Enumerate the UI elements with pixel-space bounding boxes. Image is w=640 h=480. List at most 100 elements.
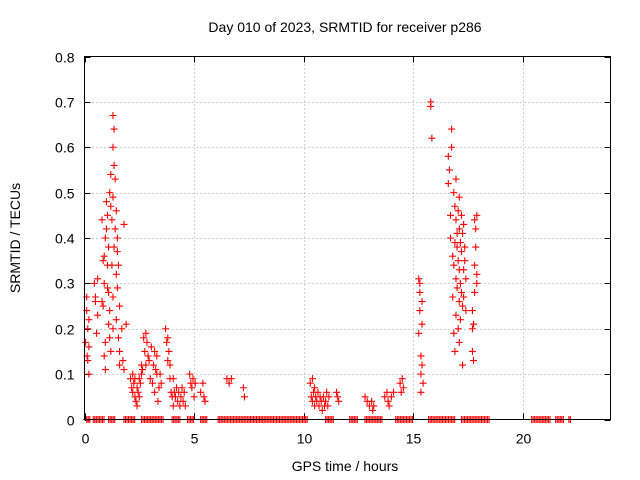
data-point: [146, 375, 154, 383]
data-point: [306, 379, 314, 387]
data-point: [135, 393, 143, 401]
data-point: [155, 384, 163, 392]
data-point: [324, 402, 332, 410]
data-point: [416, 288, 424, 296]
data-point: [418, 361, 426, 369]
data-point: [148, 379, 156, 387]
data-point: [166, 361, 174, 369]
data-point: [368, 397, 376, 405]
data-point: [318, 406, 326, 414]
data-point: [129, 370, 137, 378]
data-point: [85, 343, 93, 351]
data-point: [334, 393, 342, 401]
data-point: [450, 261, 458, 269]
data-point: [84, 357, 92, 365]
tick-labels: 0 0.1 0.2 0.3 0.4 0.5 0.6 0.7 0.8 0 5 10 15 20: [55, 50, 531, 447]
data-point: [456, 279, 464, 287]
data-point: [133, 402, 141, 410]
data-point: [113, 248, 121, 256]
data-point: [169, 402, 177, 410]
data-point: [418, 320, 426, 328]
data-point: [101, 234, 109, 242]
y-tick-label: 0.8: [55, 50, 75, 66]
data-point: [461, 257, 469, 265]
data-point: [100, 279, 108, 287]
data-point: [470, 357, 478, 365]
data-point: [447, 211, 455, 219]
data-point: [164, 334, 172, 342]
data-point: [109, 193, 117, 201]
data-point: [104, 284, 112, 292]
data-point: [399, 384, 407, 392]
data-point: [383, 388, 391, 396]
data-point: [325, 393, 333, 401]
data-point: [106, 189, 114, 197]
data-point: [385, 402, 393, 410]
data-point: [191, 379, 199, 387]
data-point: [311, 384, 319, 392]
data-point: [333, 388, 341, 396]
chart-title: Day 010 of 2023, SRMTID for receiver p28…: [208, 19, 481, 35]
data-point: [419, 379, 427, 387]
data-point: [139, 366, 147, 374]
data-point: [454, 325, 462, 333]
data-point: [444, 180, 452, 188]
data-point: [448, 125, 456, 133]
data-point: [84, 325, 92, 333]
data-point: [106, 307, 114, 315]
data-point: [180, 388, 188, 396]
data-point: [143, 338, 151, 346]
data-point: [91, 293, 99, 301]
data-point: [468, 325, 476, 333]
data-point: [369, 406, 377, 414]
data-point: [470, 320, 478, 328]
data-point: [444, 152, 452, 160]
data-point: [114, 261, 122, 269]
y-tick-label: 0.4: [55, 231, 75, 247]
data-point: [227, 375, 235, 383]
data-point: [145, 357, 153, 365]
x-tick-label: 20: [516, 431, 532, 447]
data-point: [135, 375, 143, 383]
data-point: [110, 243, 118, 251]
data-point: [154, 397, 162, 405]
data-point: [163, 338, 171, 346]
data-point: [113, 234, 121, 242]
data-point: [112, 270, 120, 278]
data-point: [471, 288, 479, 296]
data-point: [164, 357, 172, 365]
data-point: [120, 366, 128, 374]
data-point: [112, 207, 120, 215]
data-point: [453, 243, 461, 251]
data-point: [460, 266, 468, 274]
data-point: [314, 388, 322, 396]
data-point: [116, 361, 124, 369]
data-point: [114, 334, 122, 342]
data-point: [459, 229, 467, 237]
data-point: [448, 143, 456, 151]
data-point: [450, 329, 458, 337]
data-point: [101, 338, 109, 346]
y-axis-label: SRMTID / TECUs: [7, 183, 23, 293]
data-point: [108, 216, 116, 224]
data-point: [189, 375, 197, 383]
data-point: [473, 279, 481, 287]
data-point: [107, 170, 115, 178]
plot-frame: [84, 56, 611, 420]
x-tick-label: 0: [82, 431, 90, 447]
data-point: [110, 161, 118, 169]
data-point: [153, 352, 161, 360]
data-point: [116, 347, 124, 355]
data-point: [141, 347, 149, 355]
data-point: [361, 393, 369, 401]
data-point: [201, 397, 209, 405]
data-point: [468, 347, 476, 355]
data-point: [169, 375, 177, 383]
data-point: [415, 329, 423, 337]
data-point: [453, 284, 461, 292]
data-point: [240, 393, 248, 401]
data-point: [459, 361, 467, 369]
data-point: [471, 216, 479, 224]
data-point: [445, 166, 453, 174]
